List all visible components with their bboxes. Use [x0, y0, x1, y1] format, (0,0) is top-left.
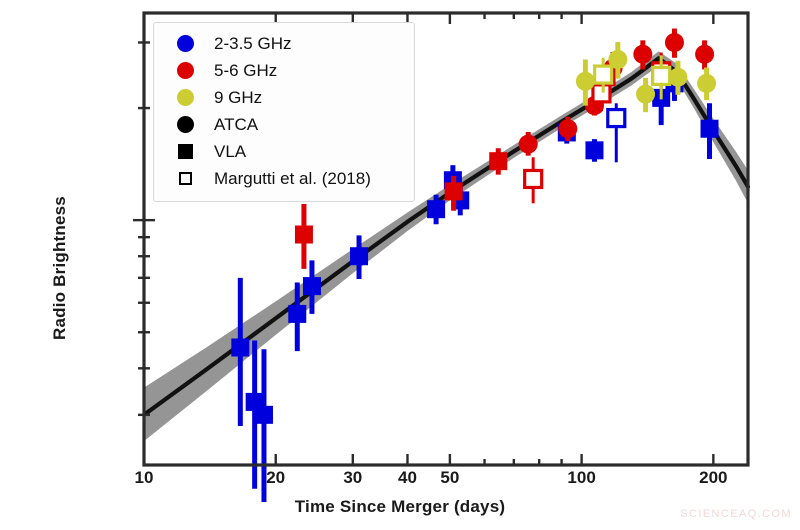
datapoint-square[interactable]: [288, 304, 307, 323]
legend-item[interactable]: 9 GHz: [154, 84, 414, 111]
datapoint-square[interactable]: [302, 277, 321, 296]
datapoint-circle[interactable]: [633, 44, 653, 64]
datapoint-circle[interactable]: [664, 32, 684, 52]
x-tick-label: 200: [699, 468, 728, 487]
datapoint-circle[interactable]: [575, 71, 595, 91]
x-tick-label: 40: [398, 468, 417, 487]
x-tick-label: 20: [266, 468, 286, 487]
legend-item[interactable]: 5-6 GHz: [154, 57, 414, 84]
x-tick-label: 100: [567, 468, 596, 487]
datapoint-circle[interactable]: [668, 67, 688, 87]
legend-item[interactable]: Margutti et al. (2018): [154, 165, 414, 192]
site-watermark: SCIENCEAQ.COM: [680, 508, 792, 520]
datapoint-square[interactable]: [231, 338, 250, 357]
x-tick-label: 50: [440, 468, 460, 487]
datapoint-open-square[interactable]: [606, 107, 627, 129]
datapoint-circle[interactable]: [518, 134, 538, 154]
legend-label: 2-3.5 GHz: [214, 33, 292, 53]
legend-marker-circle-icon: [168, 116, 202, 133]
chart-legend: 2-3.5 GHz 5-6 GHz 9 GHz ATCA VLA Margutti et …: [153, 22, 415, 202]
y-axis-label: Radio Brightness: [50, 196, 69, 340]
x-tick-label: 10: [134, 468, 154, 487]
datapoint-square[interactable]: [427, 200, 446, 219]
datapoint-circle[interactable]: [636, 84, 656, 104]
datapoint-circle[interactable]: [558, 119, 578, 139]
datapoint-open-square[interactable]: [523, 168, 544, 190]
datapoint-open-square[interactable]: [651, 65, 672, 87]
datapoint-circle[interactable]: [695, 44, 715, 64]
plot-layer: [133, 11, 751, 503]
legend-label: 9 GHz: [214, 87, 263, 107]
legend-marker-open-square-icon: [168, 172, 202, 185]
datapoint-square[interactable]: [294, 225, 313, 244]
legend-label: Margutti et al. (2018): [214, 168, 371, 188]
legend-marker-circle-icon: [168, 89, 202, 106]
legend-label: 5-6 GHz: [214, 60, 278, 80]
x-tick-label: 30: [343, 468, 363, 487]
plot-frame: [142, 11, 750, 467]
legend-marker-circle-icon: [168, 62, 202, 79]
legend-item[interactable]: 2-3.5 GHz: [154, 30, 414, 57]
legend-marker-square-icon: [168, 144, 202, 159]
datapoint-square[interactable]: [585, 141, 604, 160]
datapoint-square[interactable]: [444, 182, 463, 201]
datapoint-square[interactable]: [350, 247, 369, 266]
datapoint-circle[interactable]: [697, 73, 717, 93]
legend-item[interactable]: ATCA: [154, 111, 414, 138]
datapoint-open-square[interactable]: [593, 64, 614, 85]
datapoint-square[interactable]: [254, 405, 273, 424]
legend-marker-circle-icon: [168, 35, 202, 52]
legend-item[interactable]: VLA: [154, 138, 414, 165]
legend-label: VLA: [214, 141, 247, 161]
datapoint-square[interactable]: [489, 152, 508, 171]
datapoint-open-square[interactable]: [591, 83, 612, 104]
datapoint-square[interactable]: [700, 119, 719, 138]
datapoint-circle[interactable]: [608, 50, 628, 70]
legend-label: ATCA: [214, 114, 259, 134]
x-axis-label: Time Since Merger (days): [294, 497, 506, 516]
